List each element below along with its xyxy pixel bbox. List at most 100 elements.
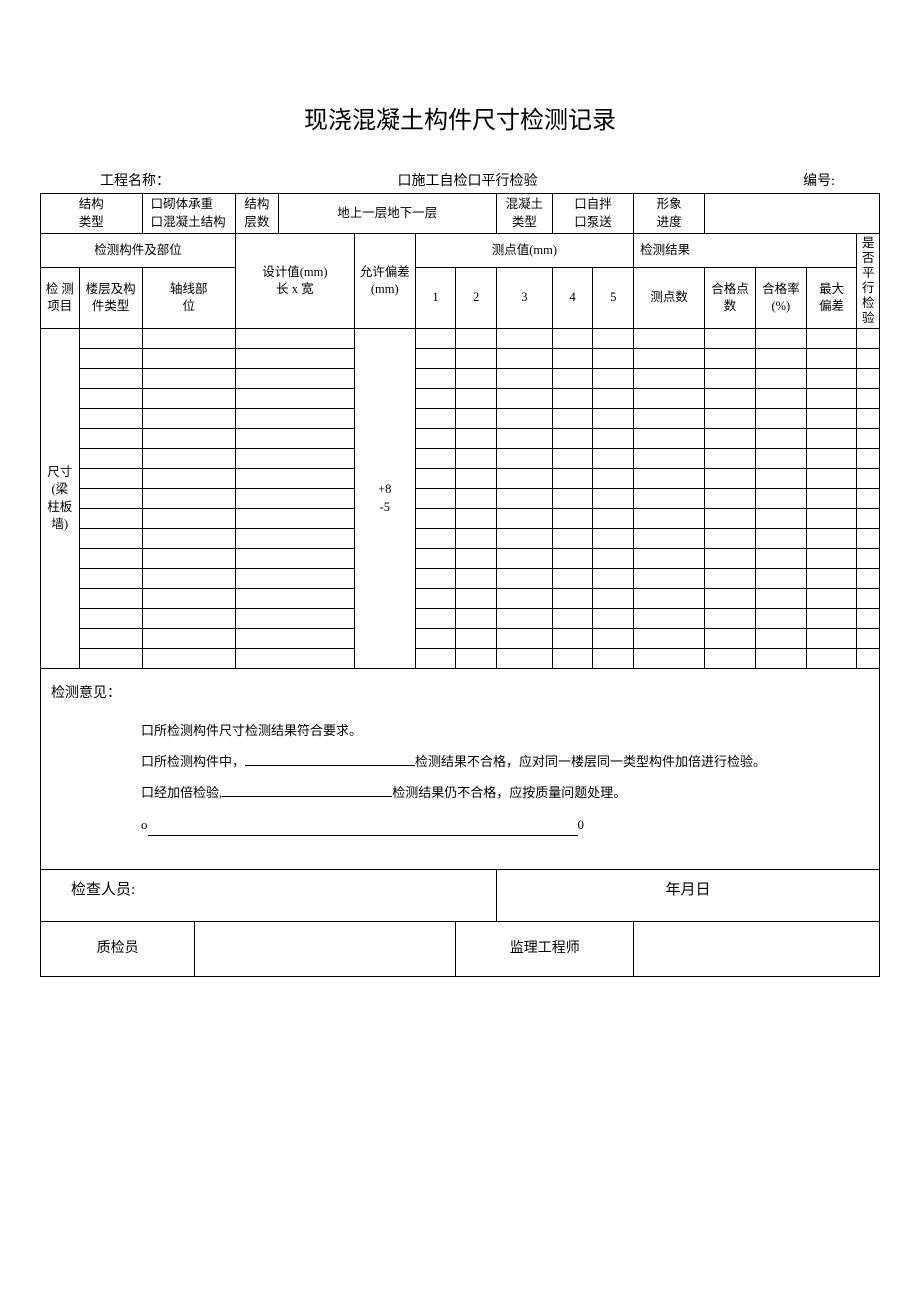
cell[interactable] [552, 349, 593, 369]
cell[interactable] [496, 569, 552, 589]
cell[interactable] [634, 569, 705, 589]
cell[interactable] [806, 529, 857, 549]
cell[interactable] [593, 329, 634, 349]
cell[interactable] [755, 609, 806, 629]
cell[interactable] [496, 369, 552, 389]
cell[interactable] [79, 509, 142, 529]
cell[interactable] [806, 389, 857, 409]
cell[interactable] [593, 349, 634, 369]
cell[interactable] [755, 529, 806, 549]
cell[interactable] [857, 349, 880, 369]
cell[interactable] [806, 409, 857, 429]
cell[interactable] [415, 329, 456, 349]
cell[interactable] [415, 409, 456, 429]
cell[interactable] [552, 629, 593, 649]
cell[interactable] [593, 449, 634, 469]
cell[interactable] [806, 449, 857, 469]
cell[interactable] [755, 349, 806, 369]
cell[interactable] [496, 489, 552, 509]
cell[interactable] [496, 509, 552, 529]
cell[interactable] [496, 529, 552, 549]
cell[interactable] [456, 529, 497, 549]
cell[interactable] [806, 489, 857, 509]
cell[interactable] [456, 489, 497, 509]
cell[interactable] [142, 349, 235, 369]
cell[interactable] [806, 569, 857, 589]
cell[interactable] [634, 649, 705, 669]
cell[interactable] [755, 569, 806, 589]
cell[interactable] [755, 469, 806, 489]
cell[interactable] [634, 429, 705, 449]
cell[interactable] [456, 549, 497, 569]
cell[interactable] [456, 349, 497, 369]
cell[interactable] [806, 629, 857, 649]
cell[interactable] [142, 609, 235, 629]
cell[interactable] [552, 569, 593, 589]
cell[interactable] [496, 469, 552, 489]
cell[interactable] [456, 389, 497, 409]
cell[interactable] [806, 349, 857, 369]
cell[interactable] [79, 409, 142, 429]
cell[interactable] [755, 429, 806, 449]
cell[interactable] [456, 329, 497, 349]
cell[interactable] [415, 469, 456, 489]
cell[interactable] [755, 329, 806, 349]
cell[interactable] [496, 589, 552, 609]
cell[interactable] [79, 609, 142, 629]
cell[interactable] [593, 509, 634, 529]
cell[interactable] [456, 629, 497, 649]
cell[interactable] [236, 369, 355, 389]
cell[interactable] [142, 369, 235, 389]
cell[interactable] [456, 609, 497, 629]
cell[interactable] [79, 349, 142, 369]
cell[interactable] [634, 609, 705, 629]
cell[interactable] [634, 509, 705, 529]
cell[interactable] [79, 489, 142, 509]
cell[interactable] [142, 629, 235, 649]
cell[interactable] [593, 409, 634, 429]
cell[interactable] [755, 489, 806, 509]
cell[interactable] [755, 449, 806, 469]
cell[interactable] [755, 649, 806, 669]
cell[interactable] [705, 529, 756, 549]
cell[interactable] [634, 529, 705, 549]
cell[interactable] [705, 609, 756, 629]
cell[interactable] [552, 589, 593, 609]
cell[interactable] [456, 589, 497, 609]
cell[interactable] [806, 649, 857, 669]
cell[interactable] [593, 629, 634, 649]
cell[interactable] [496, 329, 552, 349]
cell[interactable] [634, 329, 705, 349]
cell[interactable] [456, 649, 497, 669]
cell[interactable] [593, 389, 634, 409]
cell[interactable] [552, 369, 593, 389]
cell[interactable] [806, 369, 857, 389]
cell[interactable] [456, 569, 497, 589]
cell[interactable] [79, 469, 142, 489]
cell[interactable] [857, 409, 880, 429]
cell[interactable] [79, 389, 142, 409]
cell[interactable] [705, 649, 756, 669]
cell[interactable] [857, 489, 880, 509]
cell[interactable] [79, 569, 142, 589]
cell[interactable] [142, 389, 235, 409]
cell[interactable] [593, 369, 634, 389]
cell[interactable] [857, 369, 880, 389]
cell[interactable] [857, 429, 880, 449]
supervisor-value[interactable] [634, 922, 880, 977]
cell[interactable] [415, 529, 456, 549]
cell[interactable] [705, 469, 756, 489]
cell[interactable] [705, 449, 756, 469]
cell[interactable] [456, 509, 497, 529]
cell[interactable] [857, 509, 880, 529]
cell[interactable] [79, 449, 142, 469]
cell[interactable] [634, 629, 705, 649]
cell[interactable] [236, 649, 355, 669]
cell[interactable] [634, 589, 705, 609]
cell[interactable] [552, 509, 593, 529]
cell[interactable] [496, 349, 552, 369]
cell[interactable] [142, 549, 235, 569]
cell[interactable] [634, 549, 705, 569]
cell[interactable] [593, 549, 634, 569]
cell[interactable] [593, 569, 634, 589]
